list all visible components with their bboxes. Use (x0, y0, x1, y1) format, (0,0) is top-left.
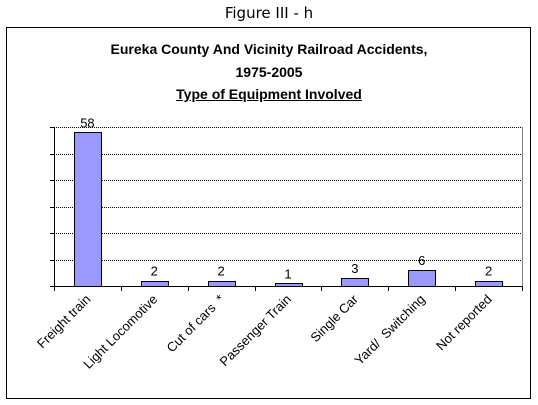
gridlines (54, 127, 523, 286)
category-label: Not reported (433, 292, 495, 354)
bar-4 (341, 278, 369, 287)
data-label: 2 (485, 264, 492, 279)
bar-5 (408, 270, 436, 287)
data-label: 2 (151, 264, 158, 279)
data-label: 3 (351, 261, 358, 276)
category-label: Light Locomotive (80, 292, 160, 372)
bar-0 (74, 132, 102, 287)
category-label: Single Car (307, 291, 361, 345)
data-label: 58 (80, 115, 94, 130)
bars (74, 132, 503, 287)
data-label: 2 (218, 264, 225, 279)
chart-subtitle: Type of Equipment Involved (176, 86, 362, 102)
chart-title-line-1: Eureka County And Vicinity Railroad Acci… (110, 41, 428, 57)
bar-1 (141, 281, 169, 287)
category-label: Yard/ Switching (351, 292, 427, 368)
category-label: Passenger Train (217, 292, 295, 370)
chart-title-line-2: 1975-2005 (235, 64, 303, 80)
figure-label: Figure III - h (224, 4, 314, 22)
data-label: 1 (284, 266, 291, 281)
bar-6 (475, 281, 503, 287)
axes (50, 127, 523, 291)
data-label: 6 (418, 253, 425, 268)
category-label: Freight train (34, 292, 94, 352)
category-label: Cut of cars * (164, 292, 228, 356)
data-labels: 58 2 2 1 3 6 2 (80, 115, 492, 281)
bar-2 (208, 281, 236, 287)
